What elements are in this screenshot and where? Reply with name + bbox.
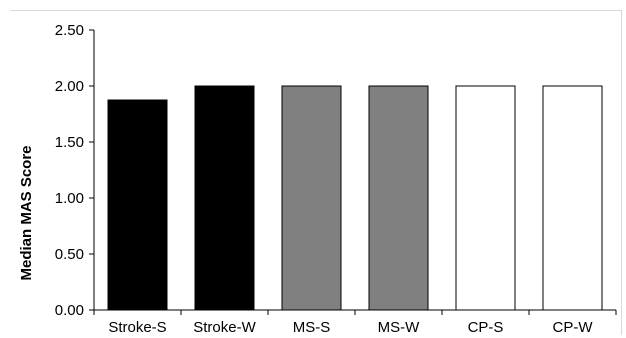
x-tick-label: CP-S — [468, 319, 504, 336]
bar-stroke-s — [107, 99, 168, 311]
bars — [107, 85, 603, 311]
bar-cp-w — [542, 85, 603, 311]
bar-cp-s — [455, 85, 516, 311]
x-tick-label: MS-S — [293, 319, 331, 336]
y-tick-label: 1.00 — [55, 190, 84, 207]
bar-stroke-w — [194, 85, 255, 311]
y-tick-label: 0.50 — [55, 246, 84, 263]
bar-ms-w — [368, 85, 429, 311]
x-tick-label: CP-W — [553, 319, 594, 336]
y-axis: 0.00 0.50 1.00 1.50 2.00 2.50 — [55, 22, 95, 319]
bar-ms-s — [281, 85, 342, 311]
y-tick-label: 2.50 — [55, 22, 84, 39]
x-tick-label: Stroke-S — [108, 319, 166, 336]
y-axis-title: Median MAS Score — [18, 145, 35, 280]
y-tick-label: 1.50 — [55, 134, 84, 151]
x-tick-label: MS-W — [378, 319, 420, 336]
y-tick-label: 2.00 — [55, 78, 84, 95]
x-axis: Stroke-S Stroke-W MS-S MS-W CP-S CP-W — [93, 309, 617, 336]
chart-frame — [10, 10, 622, 335]
x-tick-label: Stroke-W — [193, 319, 256, 336]
y-tick-label: 0.00 — [55, 302, 84, 319]
